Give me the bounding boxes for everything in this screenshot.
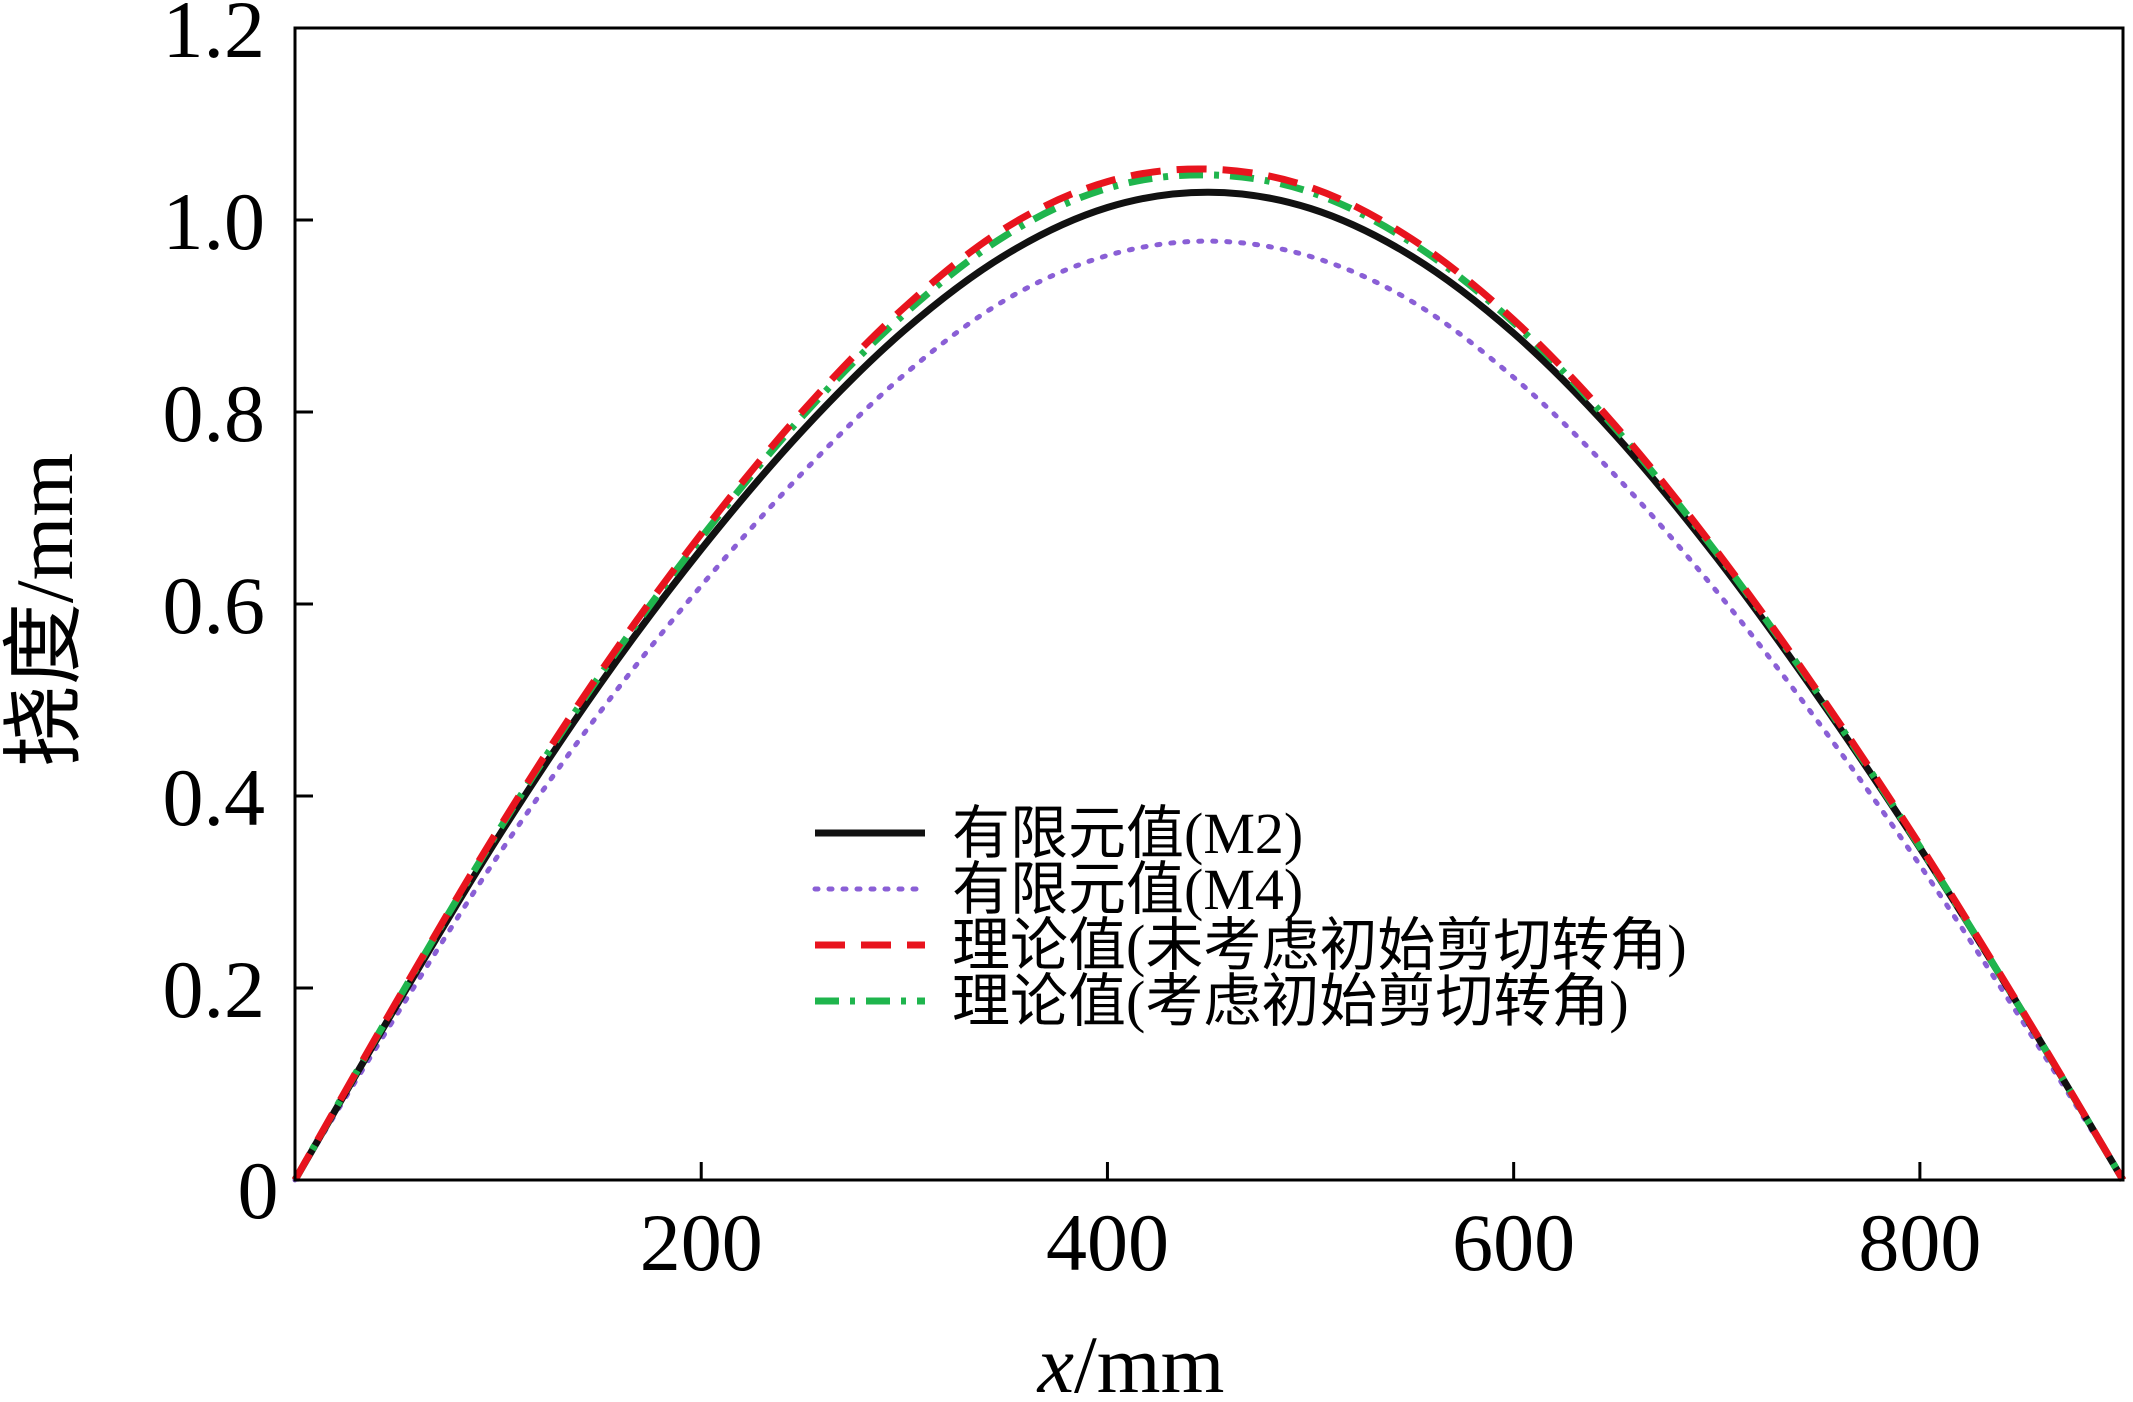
y-tick-label: 0 <box>238 1145 279 1236</box>
y-tick-label: 0.4 <box>163 752 266 843</box>
x-axis-variable: x <box>1037 1319 1074 1402</box>
x-axis-unit: /mm <box>1074 1319 1224 1402</box>
legend-label-1: 有限元值(M2) <box>952 801 1303 866</box>
x-axis-title: x/mm <box>1037 1319 1225 1402</box>
y-axis-title: 挠度/mm <box>0 453 90 767</box>
series-line-3 <box>291 165 2127 1182</box>
legend-label-2: 有限元值(M4) <box>952 857 1303 922</box>
x-tick-label: 800 <box>1858 1197 1981 1288</box>
legend-label-4: 理论值(考虑初始剪切转角) <box>952 969 1629 1034</box>
y-tick-label: 0.6 <box>163 560 266 651</box>
y-tick-label: 0.8 <box>163 368 266 459</box>
x-tick-label: 400 <box>1046 1197 1169 1288</box>
y-tick-label: 1.2 <box>163 0 266 75</box>
axes-layer: 200 400 600 800 0 0.2 0.4 0.6 0.8 1.0 1.2 <box>163 0 2125 1288</box>
series-layer <box>291 165 2127 1183</box>
x-tick-label: 600 <box>1452 1197 1575 1288</box>
legend: 有限元值(M2)有限元值(M4)理论值(未考虑初始剪切转角)理论值(考虑初始剪切… <box>812 801 1687 1034</box>
series-line-1 <box>291 188 2127 1182</box>
y-tick-label: 0.2 <box>163 944 266 1035</box>
series-line-2 <box>292 238 2126 1183</box>
y-tick-label: 1.0 <box>163 176 266 267</box>
x-tick-label: 200 <box>640 1197 763 1288</box>
legend-label-3: 理论值(未考虑初始剪切转角) <box>952 913 1687 978</box>
